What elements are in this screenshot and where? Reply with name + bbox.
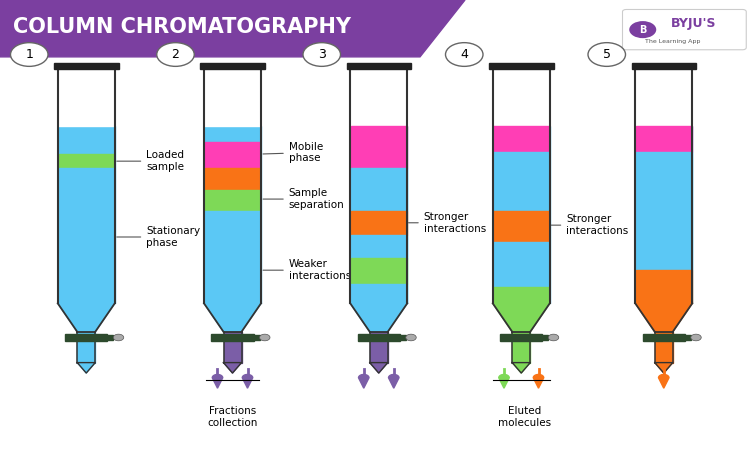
Polygon shape <box>224 332 242 363</box>
Polygon shape <box>533 374 544 388</box>
Polygon shape <box>204 303 261 332</box>
Polygon shape <box>351 235 406 258</box>
Text: Loaded
sample: Loaded sample <box>117 150 184 172</box>
Circle shape <box>588 43 626 66</box>
Polygon shape <box>635 126 692 303</box>
Polygon shape <box>351 126 406 168</box>
Polygon shape <box>370 363 388 373</box>
Text: Mobile
phase: Mobile phase <box>263 142 323 164</box>
Polygon shape <box>205 190 260 211</box>
Text: B: B <box>639 25 646 35</box>
Polygon shape <box>542 335 548 340</box>
Polygon shape <box>350 126 407 303</box>
Polygon shape <box>242 374 253 388</box>
Polygon shape <box>58 168 114 303</box>
Polygon shape <box>350 69 407 126</box>
Text: 5: 5 <box>603 48 610 61</box>
Text: Fractions
collection: Fractions collection <box>207 406 258 428</box>
Polygon shape <box>655 332 673 363</box>
Polygon shape <box>494 287 549 303</box>
Polygon shape <box>388 374 399 388</box>
Polygon shape <box>254 335 260 340</box>
Polygon shape <box>358 334 400 341</box>
Text: 4: 4 <box>460 48 468 61</box>
Polygon shape <box>685 335 691 340</box>
Polygon shape <box>77 363 95 373</box>
Polygon shape <box>635 303 692 332</box>
Polygon shape <box>370 332 388 363</box>
Polygon shape <box>489 63 554 69</box>
Text: Sample
separation: Sample separation <box>263 188 344 210</box>
Circle shape <box>446 43 483 66</box>
Polygon shape <box>635 69 692 126</box>
Text: Stronger
interactions: Stronger interactions <box>551 214 628 236</box>
Polygon shape <box>346 63 411 69</box>
Text: 2: 2 <box>172 48 179 61</box>
FancyBboxPatch shape <box>622 9 746 50</box>
Circle shape <box>113 334 124 341</box>
Polygon shape <box>200 63 265 69</box>
Polygon shape <box>65 334 107 341</box>
Polygon shape <box>658 374 669 388</box>
Polygon shape <box>54 63 118 69</box>
Polygon shape <box>351 258 406 284</box>
Circle shape <box>260 334 270 341</box>
Polygon shape <box>204 69 261 126</box>
Text: The Learning App: The Learning App <box>645 39 700 44</box>
Polygon shape <box>107 335 113 340</box>
Polygon shape <box>493 69 550 126</box>
Circle shape <box>10 43 48 66</box>
Polygon shape <box>636 126 692 152</box>
Polygon shape <box>351 284 406 303</box>
Polygon shape <box>351 211 406 235</box>
Polygon shape <box>643 334 685 341</box>
Polygon shape <box>358 374 369 388</box>
Polygon shape <box>350 303 407 332</box>
Text: 3: 3 <box>318 48 326 61</box>
Polygon shape <box>211 334 254 341</box>
Polygon shape <box>636 152 692 270</box>
Polygon shape <box>636 270 692 303</box>
Polygon shape <box>224 363 242 373</box>
Polygon shape <box>632 63 696 69</box>
Text: Stationary
phase: Stationary phase <box>117 226 200 248</box>
Polygon shape <box>212 374 223 388</box>
Polygon shape <box>493 303 550 332</box>
Text: Weaker
interactions: Weaker interactions <box>263 259 351 281</box>
Circle shape <box>691 334 701 341</box>
Polygon shape <box>512 363 530 373</box>
Text: 1: 1 <box>26 48 33 61</box>
Polygon shape <box>58 69 115 126</box>
Polygon shape <box>655 363 673 373</box>
Text: Eluted
molecules: Eluted molecules <box>499 406 551 428</box>
Polygon shape <box>494 152 549 211</box>
Polygon shape <box>494 126 549 152</box>
Polygon shape <box>205 211 260 303</box>
Polygon shape <box>204 126 261 303</box>
Polygon shape <box>400 335 406 340</box>
Circle shape <box>548 334 559 341</box>
Text: BYJU'S: BYJU'S <box>671 17 717 30</box>
Polygon shape <box>205 168 260 190</box>
Polygon shape <box>494 211 549 242</box>
Circle shape <box>157 43 194 66</box>
Circle shape <box>629 21 656 38</box>
Text: Stronger
interactions: Stronger interactions <box>409 212 486 234</box>
Polygon shape <box>351 168 406 211</box>
Polygon shape <box>77 332 95 363</box>
Polygon shape <box>512 332 530 363</box>
Text: COLUMN CHROMATOGRAPHY: COLUMN CHROMATOGRAPHY <box>13 18 352 37</box>
Polygon shape <box>58 126 115 303</box>
Polygon shape <box>205 142 260 168</box>
Polygon shape <box>500 334 542 341</box>
Polygon shape <box>0 0 465 57</box>
Circle shape <box>406 334 416 341</box>
Circle shape <box>303 43 340 66</box>
Polygon shape <box>499 374 509 388</box>
Polygon shape <box>494 242 549 287</box>
Polygon shape <box>58 303 115 332</box>
Polygon shape <box>493 126 550 303</box>
Polygon shape <box>58 154 114 168</box>
